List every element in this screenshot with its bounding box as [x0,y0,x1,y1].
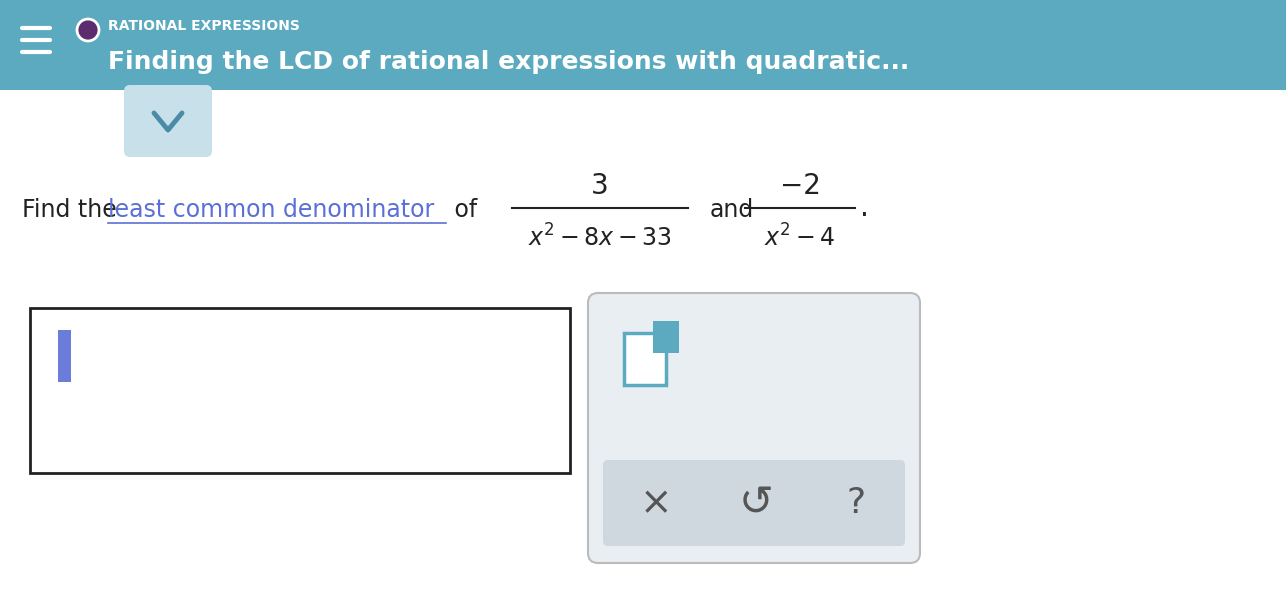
Circle shape [77,19,99,41]
FancyBboxPatch shape [30,308,570,473]
Text: Find the: Find the [22,198,125,222]
FancyBboxPatch shape [123,85,212,157]
Text: .: . [860,194,869,222]
Text: RATIONAL EXPRESSIONS: RATIONAL EXPRESSIONS [108,19,300,33]
FancyBboxPatch shape [603,460,905,546]
Text: Finding the LCD of rational expressions with quadratic...: Finding the LCD of rational expressions … [108,50,909,74]
FancyBboxPatch shape [58,330,71,382]
Text: and: and [710,198,755,222]
Text: $x^2-8x-33$: $x^2-8x-33$ [529,225,673,252]
FancyBboxPatch shape [624,333,666,385]
Text: of: of [448,198,477,222]
Text: $x^2-4$: $x^2-4$ [764,225,836,252]
FancyBboxPatch shape [0,0,1286,90]
Text: −2: −2 [779,172,820,200]
FancyBboxPatch shape [653,321,679,353]
Text: 3: 3 [592,172,608,200]
Text: least common denominator: least common denominator [108,198,435,222]
Text: ×: × [639,484,673,522]
FancyBboxPatch shape [588,293,919,563]
Text: ?: ? [846,486,865,520]
Text: ↺: ↺ [738,482,773,524]
